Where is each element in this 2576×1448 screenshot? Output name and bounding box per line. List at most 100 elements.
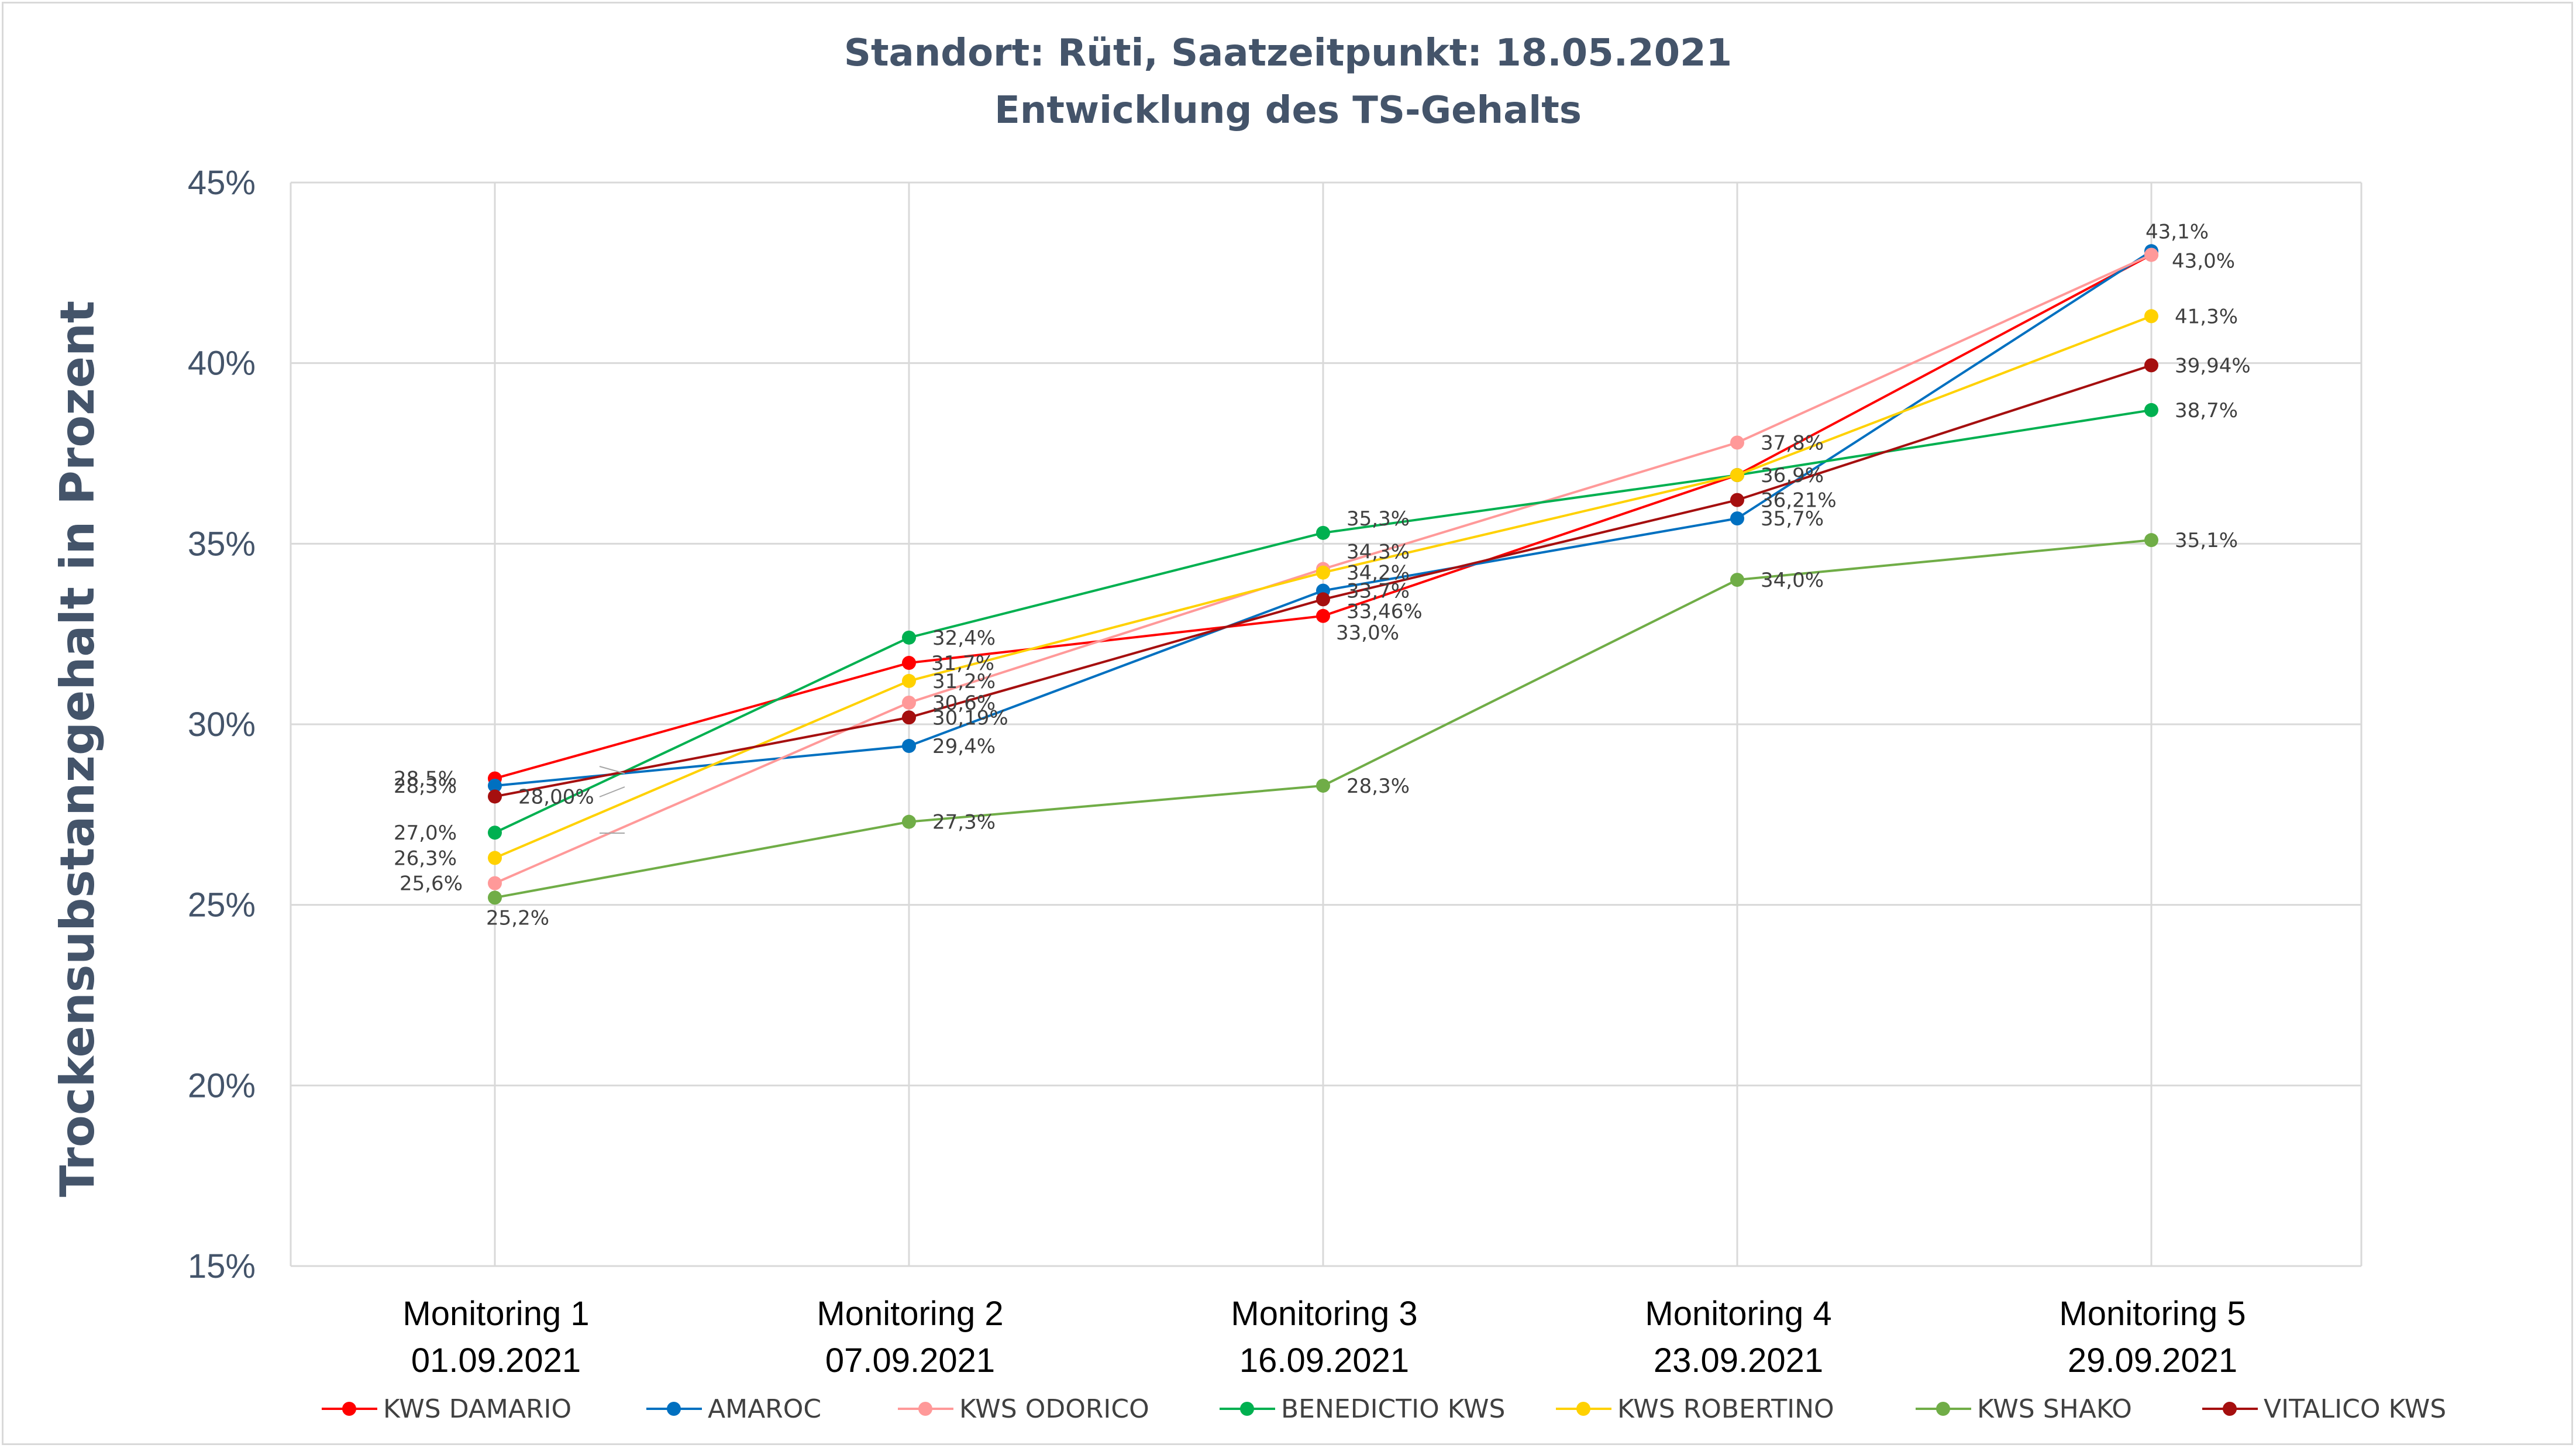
data-label: 28,3% xyxy=(394,775,457,798)
data-point xyxy=(2144,247,2158,262)
data-label: 43,0% xyxy=(2172,249,2235,273)
legend-label: KWS ODORICO xyxy=(959,1394,1149,1424)
x-tick-label: 23.09.2021 xyxy=(1654,1342,1823,1380)
legend-label: KWS DAMARIO xyxy=(383,1394,571,1424)
x-tick-label: 07.09.2021 xyxy=(825,1342,995,1380)
data-label: 38,7% xyxy=(2175,399,2238,422)
data-label: 33,0% xyxy=(1336,621,1399,645)
data-label: 30,6% xyxy=(932,692,996,715)
data-point xyxy=(902,630,916,645)
y-tick-label: 20% xyxy=(188,1067,256,1105)
leader-line xyxy=(599,786,625,797)
legend-label: VITALICO KWS xyxy=(2264,1394,2446,1424)
x-tick-label: 29.09.2021 xyxy=(2068,1342,2237,1380)
data-label: 33,46% xyxy=(1346,600,1423,623)
data-point xyxy=(1730,468,1744,483)
data-label: 37,8% xyxy=(1761,431,1824,455)
x-tick-label: Monitoring 3 xyxy=(1231,1295,1417,1333)
data-point xyxy=(488,789,502,804)
x-tick-label: Monitoring 1 xyxy=(402,1295,589,1333)
data-label: 41,3% xyxy=(2175,305,2238,328)
legend-swatch-marker xyxy=(1576,1402,1590,1416)
x-axis-ticks: Monitoring 1 01.09.2021 Monitoring 2 07.09.… xyxy=(402,1295,2246,1380)
data-label: 34,2% xyxy=(1346,562,1410,585)
data-label: 28,3% xyxy=(1346,775,1410,798)
data-label: 25,2% xyxy=(486,906,549,930)
legend-swatch-marker xyxy=(2223,1402,2237,1416)
legend-label: KWS ROBERTINO xyxy=(1617,1394,1834,1424)
y-tick-label: 40% xyxy=(188,345,256,383)
data-point xyxy=(902,695,916,710)
data-label: 35,7% xyxy=(1761,507,1824,531)
data-label: 28,00% xyxy=(518,785,594,809)
data-label: 34,0% xyxy=(1761,569,1824,592)
chart-subtitle: Entwicklung des TS-Gehalts xyxy=(994,89,1582,132)
data-label: 25,6% xyxy=(400,872,463,896)
y-tick-label: 35% xyxy=(188,525,256,563)
data-label: 28,5% xyxy=(394,768,457,791)
data-label: 27,3% xyxy=(932,811,996,834)
data-labels: 28,5% 31,7% 33,0% 28,3% 29,4% 33,7% 35,7% 43,1%… xyxy=(394,220,2251,930)
x-tick-label: 01.09.2021 xyxy=(411,1342,581,1380)
data-label: 36,9% xyxy=(1761,464,1824,487)
data-label: 27,0% xyxy=(394,821,457,845)
legend-label: AMAROC xyxy=(708,1394,821,1424)
data-point xyxy=(1730,573,1744,587)
data-point xyxy=(1316,592,1330,607)
data-point xyxy=(902,739,916,754)
data-label: 35,1% xyxy=(2175,529,2238,552)
data-label: 29,4% xyxy=(932,735,996,758)
data-label: 26,3% xyxy=(394,847,457,870)
y-tick-label: 30% xyxy=(188,706,256,744)
data-label: 31,2% xyxy=(932,670,996,693)
y-tick-label: 25% xyxy=(188,886,256,924)
legend-swatch-marker xyxy=(342,1402,356,1416)
data-label: 39,94% xyxy=(2175,354,2251,377)
x-tick-label: Monitoring 2 xyxy=(817,1295,1003,1333)
series-group xyxy=(488,244,2158,905)
data-point xyxy=(2144,309,2158,324)
data-point xyxy=(488,826,502,840)
data-point xyxy=(1730,511,1744,526)
leader-line xyxy=(599,766,625,774)
data-point xyxy=(902,656,916,670)
data-point xyxy=(488,778,502,793)
x-tick-label: 16.09.2021 xyxy=(1239,1342,1409,1380)
data-point xyxy=(488,851,502,865)
data-label: 33,7% xyxy=(1346,580,1410,603)
legend-swatch-marker xyxy=(918,1402,932,1416)
data-label: 32,4% xyxy=(932,627,996,650)
data-label: 43,1% xyxy=(2145,220,2209,243)
data-point xyxy=(1730,493,1744,507)
y-tick-label: 45% xyxy=(188,164,256,202)
data-point xyxy=(1316,778,1330,793)
data-label: 34,3% xyxy=(1346,541,1410,564)
data-point xyxy=(1316,565,1330,580)
data-point xyxy=(902,710,916,725)
legend: KWS DAMARIO AMAROC KWS ODORICO BENEDICTIO K… xyxy=(322,1394,2446,1424)
y-axis-title: Trockensubstanzgehalt in Prozent xyxy=(50,301,105,1197)
data-label: 35,3% xyxy=(1346,507,1410,531)
data-label: 36,21% xyxy=(1761,489,1837,513)
data-point xyxy=(1316,608,1330,623)
grid-lines xyxy=(290,181,2363,1267)
data-point xyxy=(1316,525,1330,540)
legend-swatch-marker xyxy=(1936,1402,1950,1416)
data-point xyxy=(2144,403,2158,417)
data-point xyxy=(2144,533,2158,548)
x-tick-label: Monitoring 5 xyxy=(2059,1295,2246,1333)
data-point xyxy=(902,673,916,688)
data-label: 30,19% xyxy=(932,706,1008,730)
x-tick-label: Monitoring 4 xyxy=(1645,1295,1831,1333)
legend-swatch-marker xyxy=(1240,1402,1254,1416)
data-point xyxy=(488,890,502,905)
legend-label: KWS SHAKO xyxy=(1977,1394,2132,1424)
data-point xyxy=(488,876,502,890)
data-point xyxy=(2144,358,2158,373)
y-axis-ticks: 15% 20% 25% 30% 35% 40% 45% xyxy=(188,164,256,1285)
legend-swatch-marker xyxy=(667,1402,681,1416)
legend-label: BENEDICTIO KWS xyxy=(1281,1394,1505,1424)
data-point xyxy=(1730,435,1744,450)
